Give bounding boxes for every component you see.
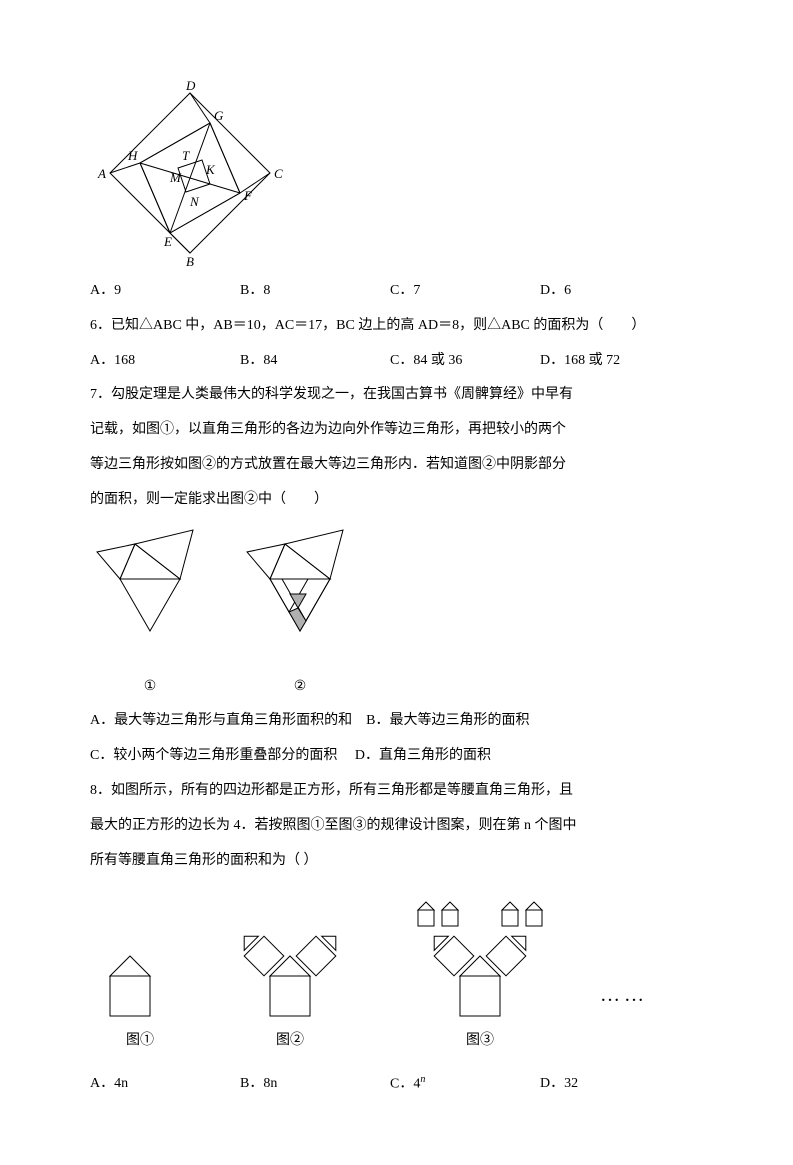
q7-opt-C: C．较小两个等边三角形重叠部分的面积 (90, 748, 337, 763)
q8-line1: 8．如图所示，所有的四边形都是正方形，所有三角形都是等腰直角三角形，且 (90, 776, 703, 807)
q8-fig1-svg (90, 936, 170, 1026)
q6-text: 6．已知△ABC 中，AB＝10，AC＝17，BC 边上的高 AD＝8，则△AB… (90, 311, 703, 342)
q7-fig2-svg (240, 524, 360, 664)
q8-opt-C: C．4n (390, 1069, 540, 1100)
q7-figlabel-2: ② (240, 672, 360, 703)
q5-opt-A: A．9 (90, 276, 240, 307)
q6-opt-C: C．84 或 36 (390, 346, 540, 377)
q7-opt-D: D．直角三角形的面积 (355, 748, 491, 763)
q8-options: A．4n B．8n C．4n D．32 (90, 1069, 703, 1100)
q5-options: A．9 B．8 C．7 D．6 (90, 276, 703, 307)
q5-opt-B: B．8 (240, 276, 390, 307)
q7-line1: 7．勾股定理是人类最伟大的科学发现之一，在我国古算书《周髀算经》中早有 (90, 380, 703, 411)
q7-opt-B: B．最大等边三角形的面积 (366, 713, 529, 728)
q7-fig-labels: ① ② (90, 672, 703, 703)
label-G: G (214, 108, 224, 123)
q5-diagram: A D C B E F G H M N K T (90, 78, 703, 268)
q7-optCD: C．较小两个等边三角形重叠部分的面积 D．直角三角形的面积 (90, 741, 703, 772)
q7-opt-A: A．最大等边三角形与直角三角形面积的和 (90, 713, 352, 728)
q6-opt-B: B．84 (240, 346, 390, 377)
q7-figlabel-1: ① (90, 672, 210, 703)
q7-figures (90, 524, 703, 664)
q8-figures: 图① 图② (90, 896, 703, 1057)
q8-opt-D: D．32 (540, 1069, 690, 1100)
q8-figlabel-1: 图① (90, 1026, 190, 1057)
q8-opt-B: B．8n (240, 1069, 390, 1100)
label-H: H (127, 148, 138, 163)
q6-opt-D: D．168 或 72 (540, 346, 690, 377)
label-T: T (182, 148, 190, 163)
q6-options: A．168 B．84 C．84 或 36 D．168 或 72 (90, 346, 703, 377)
q7-fig1-svg (90, 524, 210, 664)
q6-opt-A: A．168 (90, 346, 240, 377)
q7-optAB: A．最大等边三角形与直角三角形面积的和 B．最大等边三角形的面积 (90, 706, 703, 737)
label-K: K (205, 162, 216, 177)
q5-opt-D: D．6 (540, 276, 690, 307)
q7-line3: 等边三角形按如图②的方式放置在最大等边三角形内．若知道图②中阴影部分 (90, 450, 703, 481)
q8-fig2-svg (220, 916, 360, 1026)
q8-figlabel-3: 图③ (390, 1026, 570, 1057)
label-M: M (169, 170, 182, 185)
label-B: B (186, 254, 194, 268)
page-content: A D C B E F G H M N K T A．9 B．8 C．7 D．6 … (0, 0, 793, 1165)
label-E: E (163, 234, 172, 249)
q5-opt-C: C．7 (390, 276, 540, 307)
label-A: A (97, 166, 106, 181)
q8-line2: 最大的正方形的边长为 4．若按照图①至图③的规律设计图案，则在第 n 个图中 (90, 811, 703, 842)
q8-fig3-svg (390, 896, 570, 1026)
q8-line3: 所有等腰直角三角形的面积和为（ ） (90, 846, 703, 877)
label-D: D (185, 78, 196, 93)
q8-figlabel-2: 图② (220, 1026, 360, 1057)
q5-svg: A D C B E F G H M N K T (90, 78, 290, 268)
q7-line4: 的面积，则一定能求出图②中（ ） (90, 485, 703, 516)
q8-opt-A: A．4n (90, 1069, 240, 1100)
q8-dots: …… (600, 973, 648, 1057)
label-F: F (243, 188, 253, 203)
label-N: N (189, 194, 200, 209)
q7-line2: 记载，如图①，以直角三角形的各边为边向外作等边三角形，再把较小的两个 (90, 415, 703, 446)
label-C: C (274, 166, 283, 181)
